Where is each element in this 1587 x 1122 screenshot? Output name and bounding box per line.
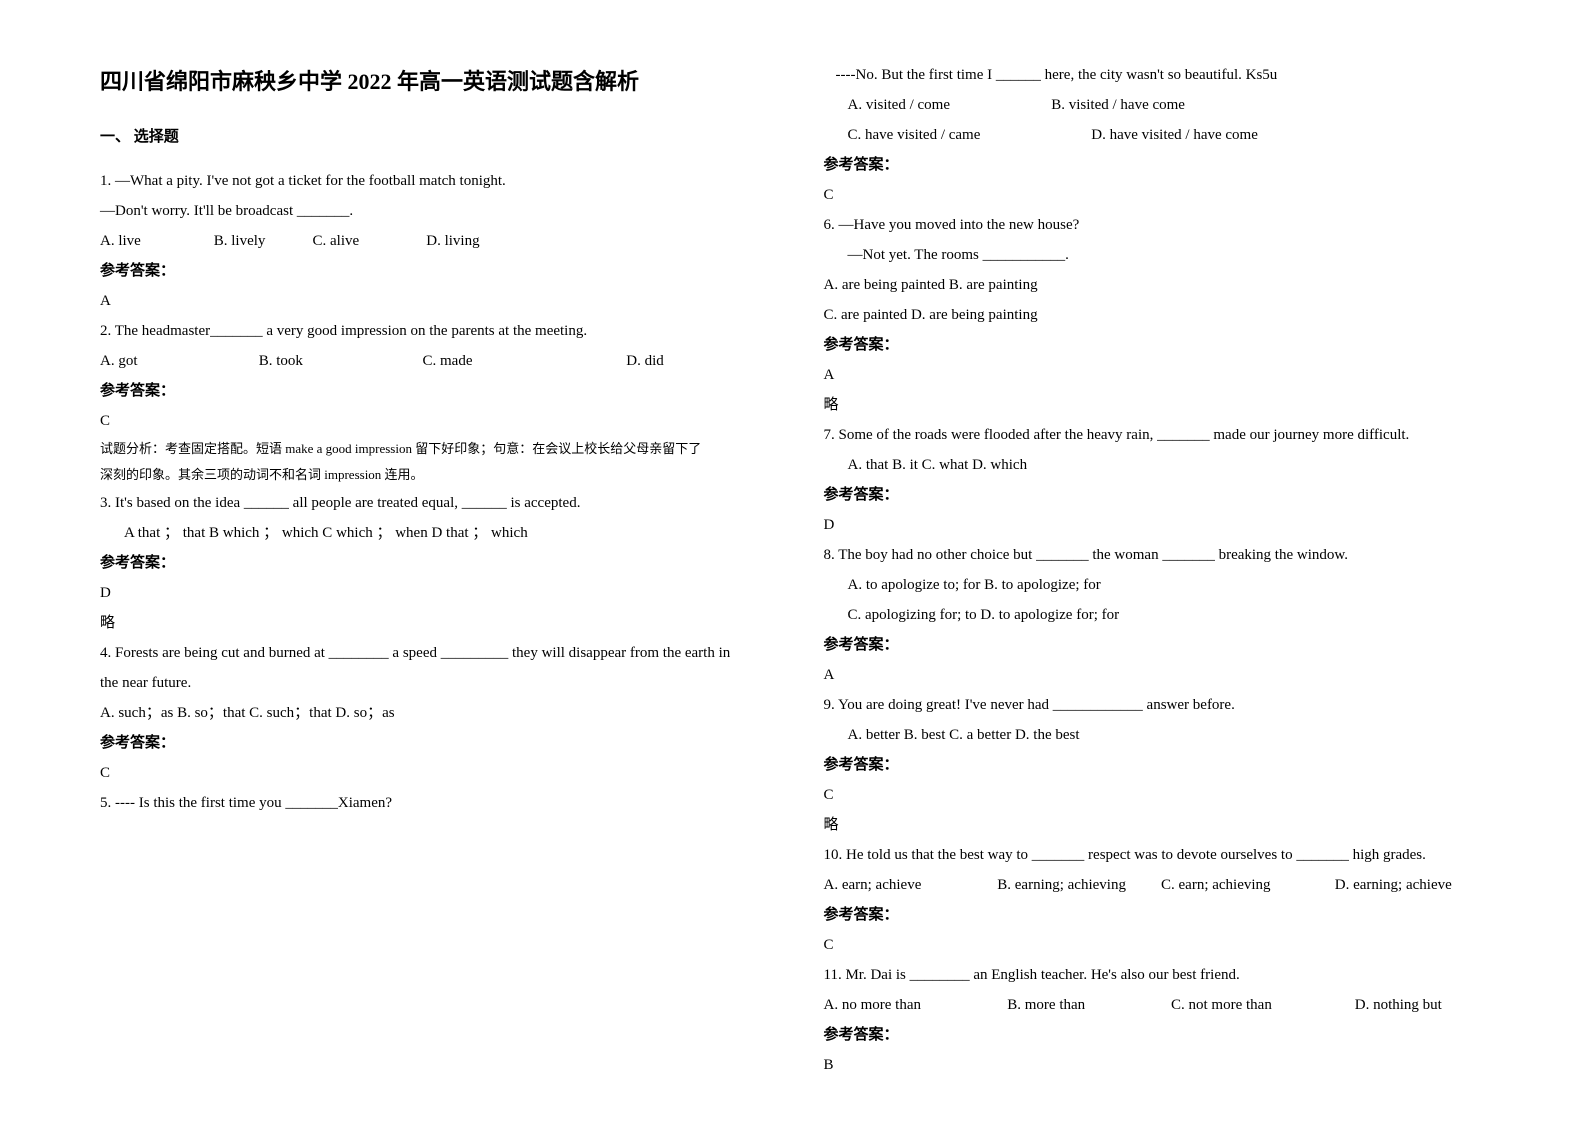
q9-answer: C [824,780,1488,810]
q6-note: 略 [824,390,1488,420]
q9-note: 略 [824,810,1488,840]
page-container: 四川省绵阳市麻秧乡中学 2022 年高一英语测试题含解析 一、 选择题 1. —… [0,0,1587,1120]
q5-optD: D. have visited / have come [1091,120,1258,150]
doc-title: 四川省绵阳市麻秧乡中学 2022 年高一英语测试题含解析 [100,60,764,104]
q11-answer: B [824,1050,1488,1080]
q11-stem: 11. Mr. Dai is ________ an English teach… [824,960,1488,990]
q4-ans-label: 参考答案： [100,728,764,758]
q4-line1: 4. Forests are being cut and burned at _… [100,638,764,668]
q7-answer: D [824,510,1488,540]
left-column: 四川省绵阳市麻秧乡中学 2022 年高一英语测试题含解析 一、 选择题 1. —… [100,60,794,1080]
q6-answer: A [824,360,1488,390]
q8-optsAB: A. to apologize to; for B. to apologize;… [824,570,1488,600]
q2-answer: C [100,406,764,436]
q1-optC: C. alive [313,226,423,256]
q9-stem: 9. You are doing great! I've never had _… [824,690,1488,720]
q8-answer: A [824,660,1488,690]
q11-ans-label: 参考答案： [824,1020,1488,1050]
q6-optsCD: C. are painted D. are being painting [824,300,1488,330]
q6-line2: —Not yet. The rooms ___________. [824,240,1488,270]
q4-line2: the near future. [100,668,764,698]
q10-stem: 10. He told us that the best way to ____… [824,840,1488,870]
q3-answer: D [100,578,764,608]
q11-optB: B. more than [1007,990,1167,1020]
q1-line1: 1. —What a pity. I've not got a ticket f… [100,166,764,196]
q11-options: A. no more than B. more than C. not more… [824,990,1488,1020]
q3-note: 略 [100,608,764,638]
q10-options: A. earn; achieve B. earning; achieving C… [824,870,1488,900]
q7-ans-label: 参考答案： [824,480,1488,510]
q3-ans-label: 参考答案： [100,548,764,578]
q11-optC: C. not more than [1171,990,1351,1020]
q5-answer: C [824,180,1488,210]
q3-stem: 3. It's based on the idea ______ all peo… [100,488,764,518]
q2-optB: B. took [259,346,419,376]
q6-optsAB: A. are being painted B. are painting [824,270,1488,300]
q2-optC: C. made [423,346,623,376]
q10-optD: D. earning; achieve [1335,870,1452,900]
q2-stem: 2. The headmaster_______ a very good imp… [100,316,764,346]
q10-optC: C. earn; achieving [1161,870,1331,900]
q10-optA: A. earn; achieve [824,870,994,900]
q2-options: A. got B. took C. made D. did [100,346,764,376]
q1-optB: B. lively [214,226,309,256]
q5-optsCD: C. have visited / came D. have visited /… [824,120,1488,150]
q10-optB: B. earning; achieving [997,870,1157,900]
q7-options: A. that B. it C. what D. which [824,450,1488,480]
section-heading: 一、 选择题 [100,122,764,152]
q6-line1: 6. —Have you moved into the new house? [824,210,1488,240]
q11-optD: D. nothing but [1355,990,1442,1020]
q4-options: A. such；as B. so；that C. such；that D. so… [100,698,764,728]
q11-optA: A. no more than [824,990,1004,1020]
q9-options: A. better B. best C. a better D. the bes… [824,720,1488,750]
q2-ans-label: 参考答案： [100,376,764,406]
q1-answer: A [100,286,764,316]
q7-stem: 7. Some of the roads were flooded after … [824,420,1488,450]
right-column: ----No. But the first time I ______ here… [794,60,1488,1080]
q8-ans-label: 参考答案： [824,630,1488,660]
q3-options: A that ； that B which ； which C which ； … [100,518,764,548]
q9-ans-label: 参考答案： [824,750,1488,780]
q1-ans-label: 参考答案： [100,256,764,286]
q2-optD: D. did [626,346,664,376]
q5-optsAB: A. visited / come B. visited / have come [824,90,1488,120]
q8-optsCD: C. apologizing for; to D. to apologize f… [824,600,1488,630]
q2-expl1: 试题分析：考查固定搭配。短语 make a good impression 留下… [100,436,764,462]
q8-stem: 8. The boy had no other choice but _____… [824,540,1488,570]
q1-optA: A. live [100,226,210,256]
q1-optD: D. living [426,226,479,256]
q5-line1: 5. ---- Is this the first time you _____… [100,788,764,818]
q2-optA: A. got [100,346,255,376]
q10-ans-label: 参考答案： [824,900,1488,930]
q1-options: A. live B. lively C. alive D. living [100,226,764,256]
q1-line2: —Don't worry. It'll be broadcast _______… [100,196,764,226]
q2-expl2: 深刻的印象。其余三项的动词不和名词 impression 连用。 [100,462,764,488]
q5-optB: B. visited / have come [1051,90,1185,120]
q5-ans-label: 参考答案： [824,150,1488,180]
q5-optC: C. have visited / came [848,120,1088,150]
q6-ans-label: 参考答案： [824,330,1488,360]
q5-optA: A. visited / come [848,90,1048,120]
q10-answer: C [824,930,1488,960]
q5-line2: ----No. But the first time I ______ here… [824,60,1488,90]
q4-answer: C [100,758,764,788]
